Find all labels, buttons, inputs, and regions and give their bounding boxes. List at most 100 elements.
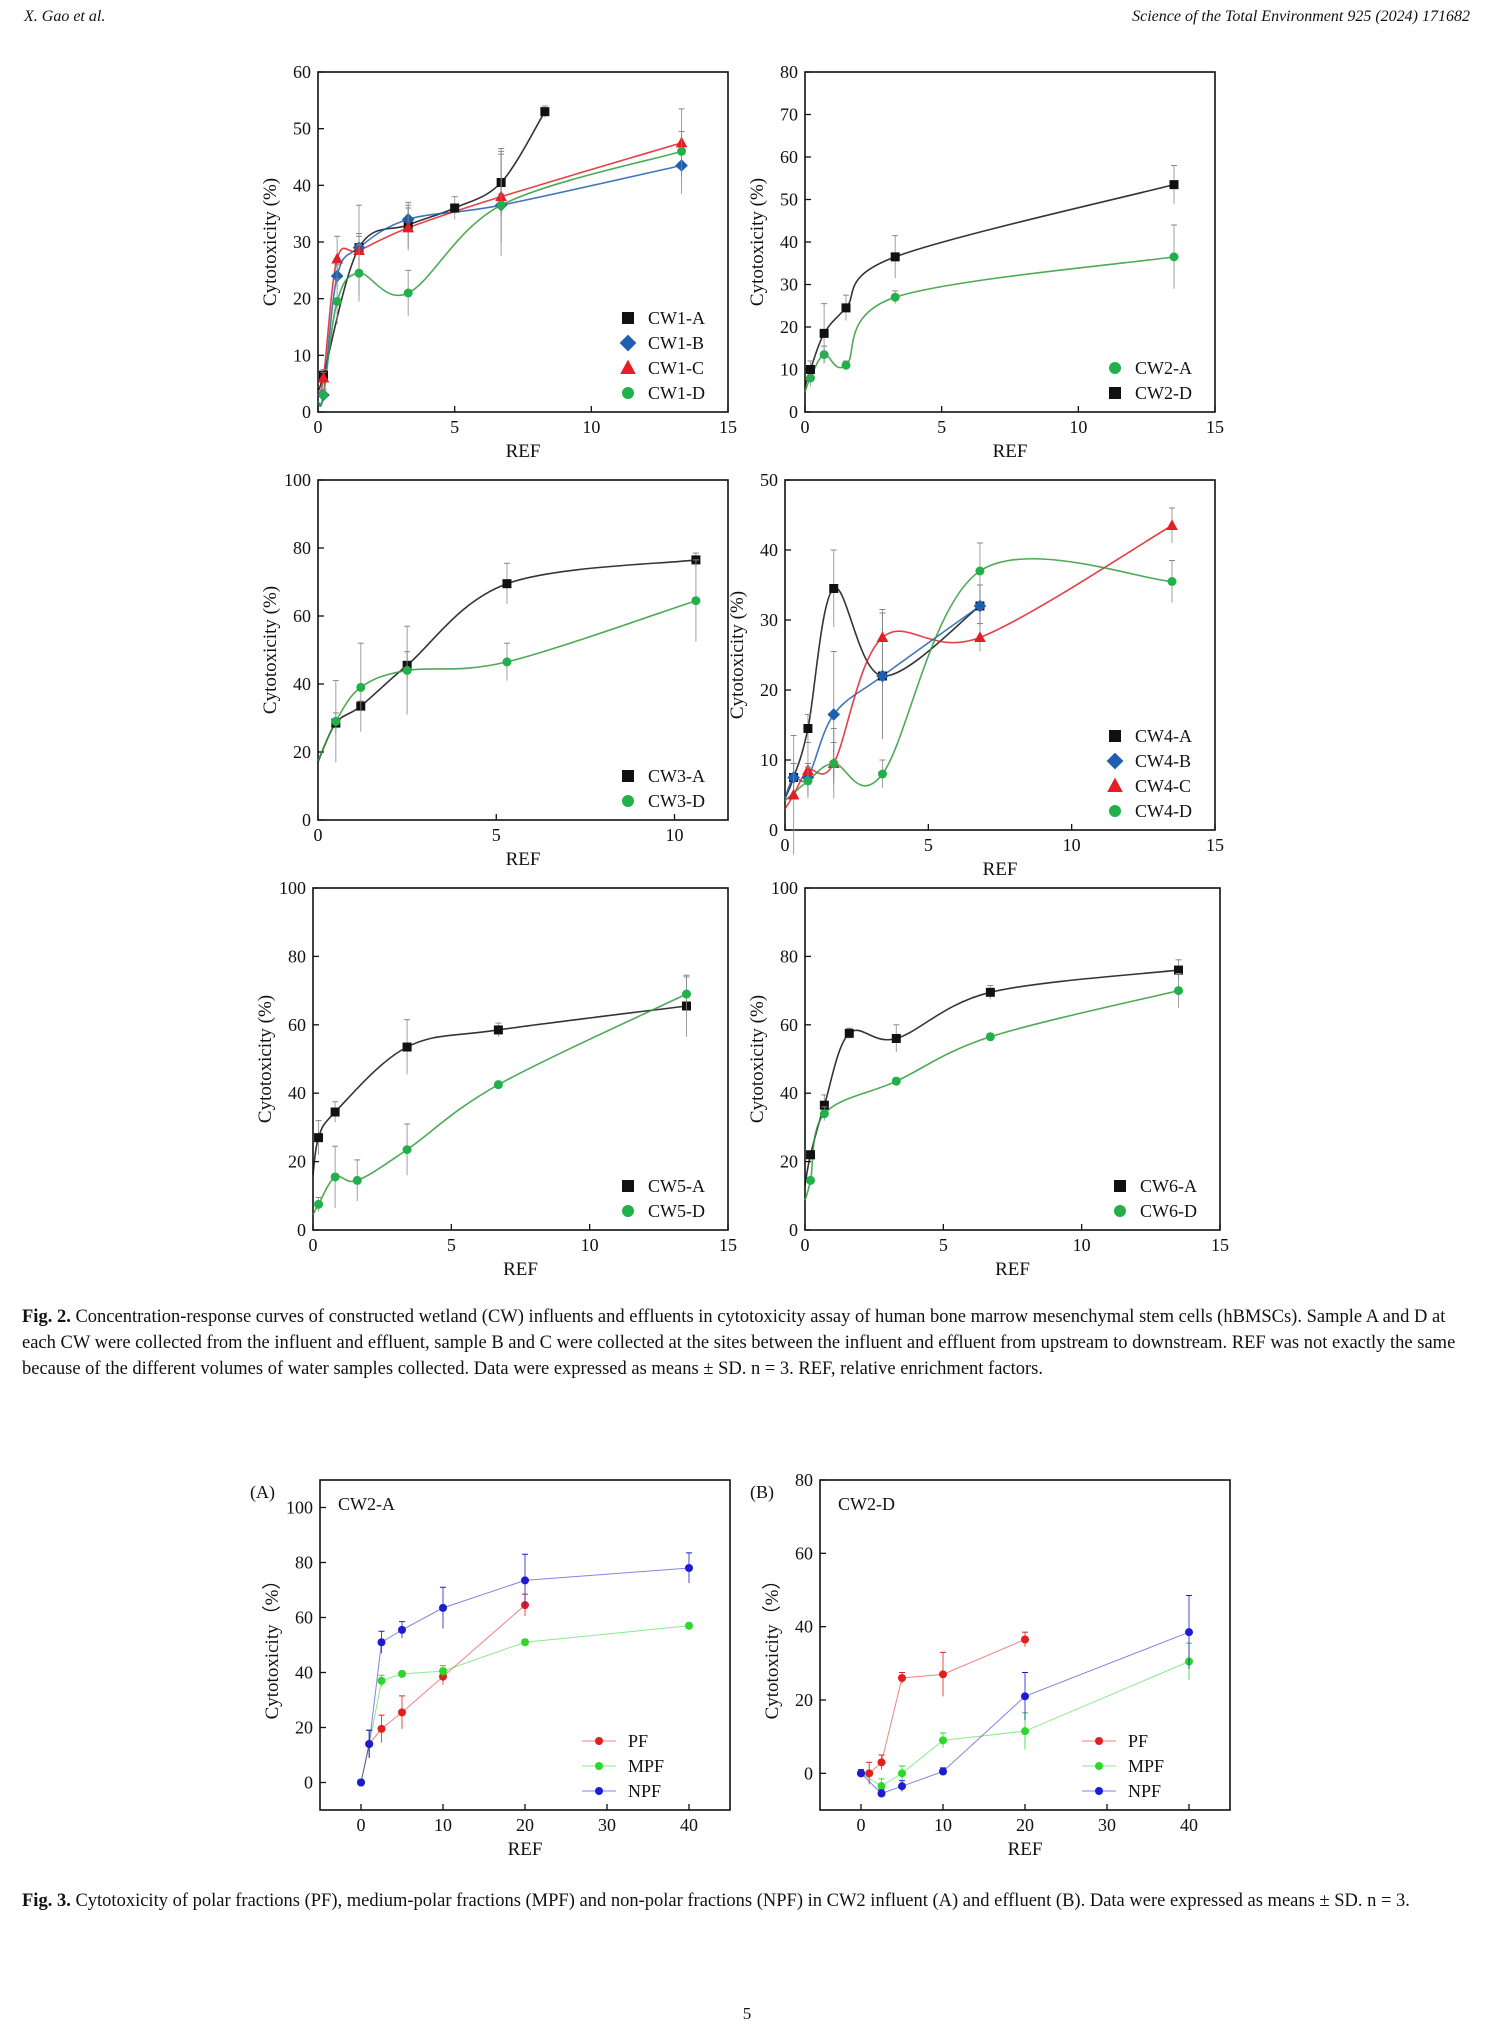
running-header-journal: Science of the Total Environment 925 (20… <box>1132 8 1470 25</box>
data-point <box>521 1576 529 1585</box>
y-tick-label: 40 <box>295 1663 313 1683</box>
y-tick-label: 20 <box>780 1152 798 1172</box>
y-tick-label: 50 <box>293 119 311 139</box>
data-point <box>844 1028 854 1038</box>
fig3-caption: Fig. 3. Cytotoxicity of polar fractions … <box>22 1888 1472 1914</box>
y-tick-label: 20 <box>288 1152 306 1172</box>
data-point <box>331 716 341 726</box>
plot-frame <box>317 479 729 821</box>
fig3-label: Fig. 3. <box>22 1891 71 1911</box>
y-tick-label: 80 <box>780 946 798 966</box>
data-point <box>891 1076 901 1086</box>
legend-label: PF <box>1128 1731 1148 1751</box>
legend-marker <box>1109 387 1121 399</box>
x-tick-label: 40 <box>1180 1815 1198 1835</box>
series-cw3-d <box>331 559 701 763</box>
y-tick-label: 60 <box>795 1543 813 1563</box>
data-point <box>1021 1727 1029 1736</box>
data-point <box>496 200 506 210</box>
legend-label: CW6-D <box>1140 1201 1197 1221</box>
y-tick-label: 60 <box>780 147 798 167</box>
x-axis-label: REF <box>503 1259 538 1280</box>
x-tick-label: 10 <box>1063 835 1081 855</box>
y-tick-label: 80 <box>795 1470 813 1490</box>
data-point <box>898 1769 906 1778</box>
y-tick-label: 60 <box>295 1608 313 1628</box>
x-tick-label: 30 <box>598 1815 616 1835</box>
series-cw4-b <box>787 584 987 792</box>
x-tick-label: 10 <box>434 1815 452 1835</box>
data-point <box>1021 1635 1029 1644</box>
legend-marker <box>1109 730 1121 742</box>
x-tick-label: 5 <box>924 835 933 855</box>
legend-marker <box>1109 805 1121 817</box>
y-tick-label: 60 <box>293 62 311 82</box>
x-axis-label: REF <box>506 849 541 870</box>
y-tick-label: 40 <box>780 232 798 252</box>
chart-cw2: 0 5 10 15 0 10 20 30 40 50 60 70 80 REF Cytotoxicity (… <box>747 62 1224 462</box>
y-tick-label: 30 <box>760 610 778 630</box>
y-tick-label: 20 <box>780 317 798 337</box>
y-axis-label: Cytotoxicity (%) <box>260 178 281 306</box>
legend-marker <box>1114 1180 1126 1192</box>
data-point <box>357 1778 365 1787</box>
y-tick-label: 50 <box>760 470 778 490</box>
data-point <box>398 1708 406 1717</box>
data-point <box>402 665 412 675</box>
data-point <box>502 657 512 667</box>
data-point <box>331 252 343 264</box>
legend-marker <box>1107 777 1123 792</box>
series-cw1-d <box>318 108 687 401</box>
legend-marker <box>1095 1787 1103 1795</box>
data-point <box>865 1769 874 1778</box>
x-tick-label: 0 <box>781 835 790 855</box>
y-tick-label: 30 <box>293 232 311 252</box>
y-tick-label: 20 <box>293 742 311 762</box>
data-point <box>974 631 986 642</box>
fig2-label: Fig. 2. <box>22 1307 71 1327</box>
data-point <box>502 579 512 589</box>
y-tick-label: 60 <box>293 606 311 626</box>
fit-curve <box>317 150 682 406</box>
x-tick-label: 10 <box>1073 1235 1091 1255</box>
plot-frame <box>312 887 729 1231</box>
fit-curve <box>804 969 1179 1186</box>
data-point <box>1166 519 1178 530</box>
legend-label: NPF <box>628 1781 661 1801</box>
y-tick-label: 80 <box>293 538 311 558</box>
data-point <box>890 252 900 262</box>
legend-marker <box>1095 1737 1103 1745</box>
y-tick-label: 80 <box>780 62 798 82</box>
legend-label: CW1-D <box>648 383 705 403</box>
chart-cw6: 0 5 10 15 0 20 40 60 80 100 REF Cytotoxicity (%) CW6… <box>747 878 1229 1280</box>
x-tick-label: 0 <box>801 1235 810 1255</box>
y-tick-label: 0 <box>304 1773 313 1793</box>
legend-label: CW5-A <box>648 1176 705 1196</box>
x-tick-label: 15 <box>1206 835 1224 855</box>
x-axis-label: REF <box>506 441 541 462</box>
fig2-caption: Fig. 2. Concentration-response curves of… <box>22 1304 1472 1382</box>
legend-label: CW6-A <box>1140 1176 1197 1196</box>
y-tick-label: 20 <box>293 289 311 309</box>
series-cw2-d <box>805 165 1179 378</box>
series-npf <box>357 1552 693 1787</box>
x-tick-label: 40 <box>680 1815 698 1835</box>
data-point <box>1185 1628 1193 1637</box>
series-cw1-b <box>317 153 688 402</box>
data-point <box>803 724 813 733</box>
legend-label: MPF <box>1128 1756 1164 1776</box>
fit-curve <box>317 599 697 762</box>
data-point <box>806 1175 816 1185</box>
page-number: 5 <box>742 2004 752 2023</box>
legend-label: NPF <box>1128 1781 1161 1801</box>
data-point <box>314 1133 324 1143</box>
y-tick-label: 80 <box>288 946 306 966</box>
data-point <box>1169 252 1179 262</box>
data-point <box>377 1724 386 1733</box>
y-tick-label: 0 <box>804 1763 813 1783</box>
data-point <box>877 1758 886 1767</box>
data-point <box>402 1145 412 1155</box>
inset-title: CW2-A <box>338 1494 395 1514</box>
legend-marker <box>1114 1205 1126 1217</box>
